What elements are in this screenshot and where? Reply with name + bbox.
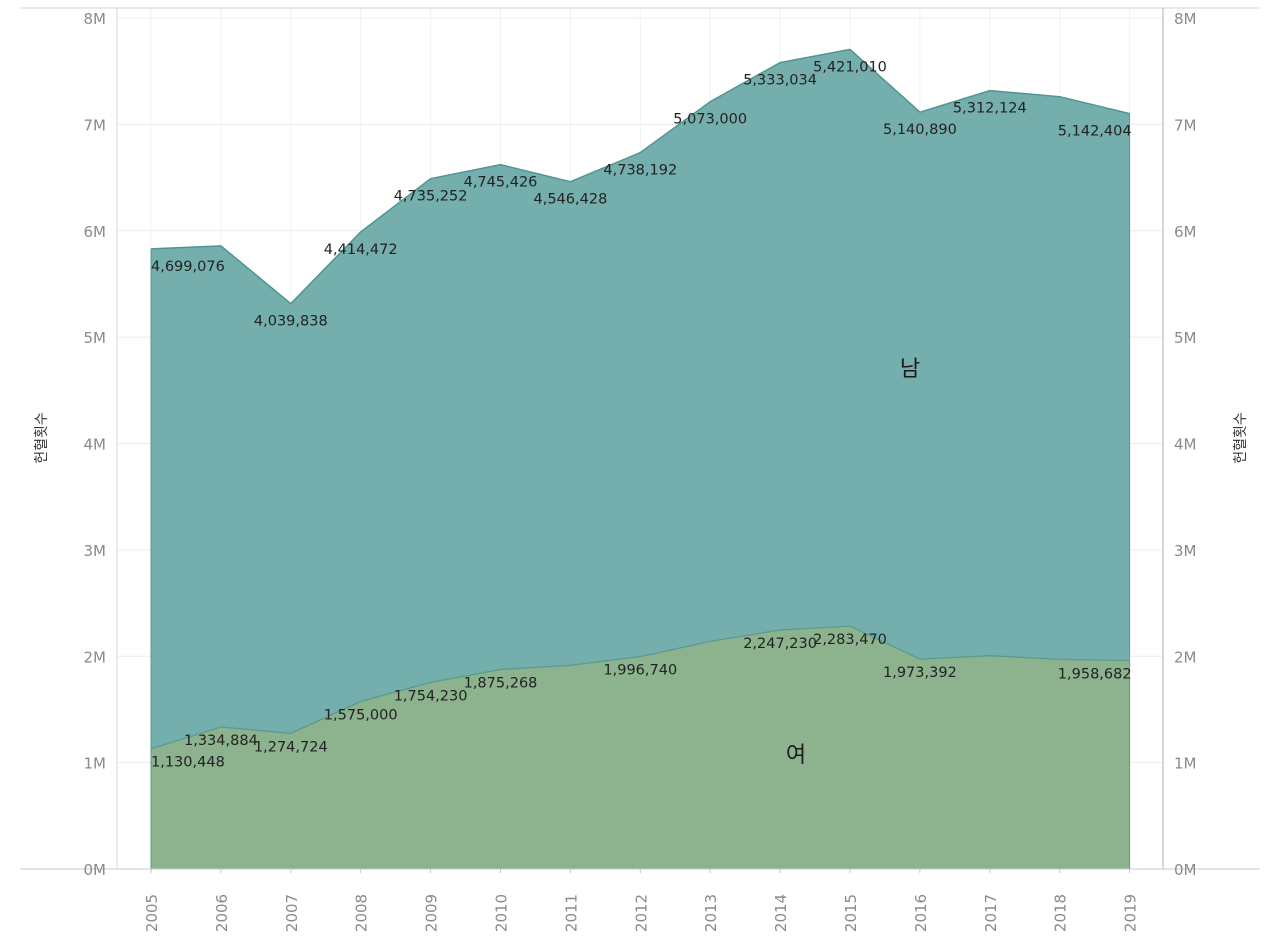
y-tick-label-left: 3M bbox=[84, 542, 107, 560]
y-tick-label-left: 8M bbox=[84, 10, 107, 28]
data-label: 1,973,392 bbox=[883, 665, 957, 681]
series-names: 남여 bbox=[786, 357, 920, 768]
data-label: 2,247,230 bbox=[743, 636, 817, 652]
y-axis-title-left: 헌혈횟수 bbox=[34, 412, 50, 464]
y-tick-label-right: 1M bbox=[1174, 755, 1197, 773]
data-label: 5,140,890 bbox=[883, 122, 957, 138]
y-tick-label-right: 5M bbox=[1174, 329, 1197, 347]
area-series-male bbox=[151, 49, 1130, 749]
data-label: 1,274,724 bbox=[254, 739, 328, 755]
y-tick-label-right: 6M bbox=[1174, 223, 1197, 241]
x-tick-label: 2008 bbox=[353, 894, 371, 932]
data-label: 5,073,000 bbox=[673, 112, 747, 128]
x-tick-label: 2018 bbox=[1052, 894, 1070, 932]
y-tick-label-right: 0M bbox=[1174, 861, 1197, 879]
x-tick-label: 2015 bbox=[842, 894, 860, 932]
y-tick-label-left: 4M bbox=[84, 436, 107, 454]
y-tick-label-right: 3M bbox=[1174, 542, 1197, 560]
series-name-male: 남 bbox=[900, 357, 920, 382]
x-tick-label: 2006 bbox=[213, 894, 231, 932]
data-label: 2,283,470 bbox=[813, 632, 887, 648]
data-label: 4,414,472 bbox=[324, 242, 398, 258]
data-label: 1,575,000 bbox=[324, 707, 398, 723]
x-tick-label: 2016 bbox=[912, 894, 930, 932]
y-tick-label-left: 1M bbox=[84, 755, 107, 773]
x-tick-label: 2011 bbox=[562, 894, 580, 932]
data-label: 5,421,010 bbox=[813, 59, 887, 75]
x-tick-label: 2019 bbox=[1122, 894, 1140, 932]
y-tick-label-left: 2M bbox=[84, 648, 107, 666]
series-line-female bbox=[150, 625, 1130, 750]
y-tick-label-left: 7M bbox=[84, 116, 107, 134]
data-label: 1,334,884 bbox=[184, 733, 258, 749]
data-label: 5,312,124 bbox=[953, 101, 1027, 117]
data-label: 5,333,034 bbox=[743, 73, 817, 89]
data-label: 4,738,192 bbox=[603, 163, 677, 179]
data-label: 1,130,448 bbox=[151, 755, 225, 771]
y-tick-label-left: 6M bbox=[84, 223, 107, 241]
series-name-female: 여 bbox=[786, 743, 806, 768]
x-tick-label: 2009 bbox=[423, 894, 441, 932]
y-tick-label-right: 8M bbox=[1174, 10, 1197, 28]
area-series-female bbox=[151, 626, 1130, 869]
x-tick-label: 2005 bbox=[143, 894, 161, 932]
data-label: 1,996,740 bbox=[603, 663, 677, 679]
data-label: 4,735,252 bbox=[394, 189, 468, 205]
y-tick-label-right: 7M bbox=[1174, 116, 1197, 134]
y-tick-label-left: 5M bbox=[84, 329, 107, 347]
series-line-male bbox=[150, 48, 1130, 305]
y-tick-label-left: 0M bbox=[84, 861, 107, 879]
x-tick-label: 2014 bbox=[772, 894, 790, 932]
x-tick-label: 2017 bbox=[982, 894, 1000, 932]
x-tick-label: 2012 bbox=[632, 894, 650, 932]
data-label: 1,754,230 bbox=[394, 688, 468, 704]
data-label: 4,699,076 bbox=[151, 259, 225, 275]
y-tick-label-right: 2M bbox=[1174, 648, 1197, 666]
data-label: 5,142,404 bbox=[1058, 124, 1132, 140]
data-label: 4,745,426 bbox=[464, 175, 538, 191]
data-label: 4,546,428 bbox=[534, 192, 608, 208]
area-series bbox=[150, 48, 1131, 869]
x-tick-label: 2010 bbox=[493, 894, 511, 932]
y-tick-label-right: 4M bbox=[1174, 436, 1197, 454]
x-tick-label: 2013 bbox=[702, 894, 720, 932]
data-label: 4,039,838 bbox=[254, 314, 328, 330]
x-axis-ticks: 2005 2006 2007 2008 2009 2010 2011 2012 2013 2014… bbox=[143, 869, 1140, 932]
data-label: 1,958,682 bbox=[1058, 667, 1132, 683]
y-axis-title-right: 헌혈횟수 bbox=[1233, 412, 1249, 464]
x-tick-label: 2007 bbox=[283, 894, 301, 932]
y-axis-ticks: 0M 0M 1M 1M 2M 2M 3M 3M 4M 4M 5M 5M 6M 6M 7M 7M 8M 8M bbox=[84, 10, 1197, 879]
data-label: 1,875,268 bbox=[464, 676, 538, 692]
